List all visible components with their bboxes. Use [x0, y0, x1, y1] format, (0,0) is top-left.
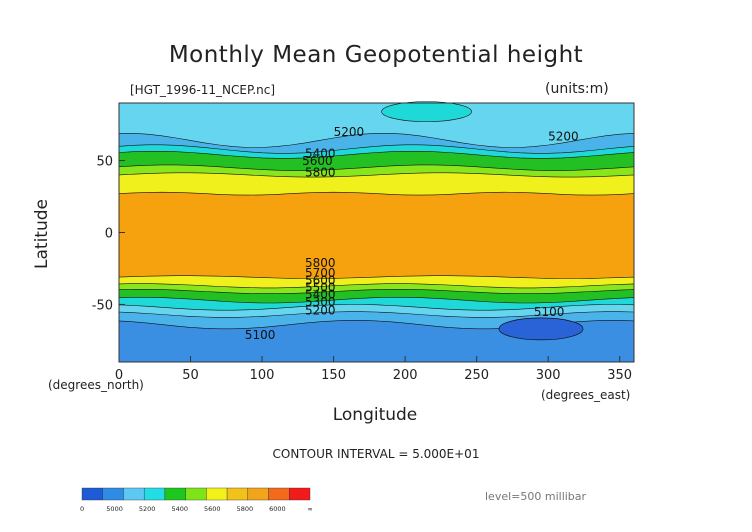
x-tick-label: 100: [250, 368, 275, 383]
x-tick-label: 250: [464, 368, 489, 383]
colorbar-label: 5600: [204, 505, 221, 513]
y-tick-label: 50: [96, 155, 113, 170]
colorbar-swatch: [81, 487, 103, 501]
y-tick-label: -50: [92, 298, 113, 313]
units-label: (units:m): [545, 81, 609, 97]
x-tick-label: 200: [393, 368, 418, 383]
x-tick-label: 350: [607, 368, 632, 383]
contour-interval: CONTOUR INTERVAL = 5.000E+01: [272, 447, 480, 461]
colorbar-swatch: [102, 487, 124, 501]
contour-label: 5400: [305, 288, 336, 302]
level-label: level=500 millibar: [485, 490, 587, 503]
contour-label: 5200: [305, 304, 336, 318]
colorbar-label: 5800: [237, 505, 254, 513]
y-tick-label: 0: [105, 227, 113, 242]
contour-label: 5600: [302, 154, 333, 168]
colorbar: 0 5000 5200 5400 5600 5800 6000 ∞: [80, 487, 313, 513]
x-axis-label: Longitude: [332, 405, 418, 425]
polar-high-region: [381, 101, 472, 122]
colorbar-swatch: [289, 487, 311, 501]
contour-label: 5600: [305, 273, 336, 287]
colorbar-swatch: [206, 487, 228, 501]
x-units-left: (degrees_north): [48, 378, 144, 392]
colorbar-swatch: [185, 487, 207, 501]
x-tick-label: 150: [321, 368, 346, 383]
colorbar-label: 6000: [269, 505, 286, 513]
colorbar-swatch: [247, 487, 269, 501]
contour-label: 5700: [305, 266, 336, 280]
file-label: [HGT_1996-11_NCEP.nc]: [130, 83, 276, 97]
colorbar-swatch: [164, 487, 186, 501]
colorbar-label: 5000: [106, 505, 123, 513]
colorbar-swatch: [123, 487, 145, 501]
contour-label: 5400: [305, 147, 336, 161]
colorbar-swatch: [143, 487, 166, 501]
colorbar-label: 0: [80, 505, 84, 513]
contour-label: 5300: [305, 295, 336, 309]
contour-label: 5100: [534, 305, 565, 319]
contour-label: 5500: [305, 280, 336, 294]
contour-label: 5800: [305, 165, 336, 179]
x-tick-label: 300: [536, 368, 561, 383]
x-tick-label: 50: [182, 368, 199, 383]
contour-label: 5800: [305, 256, 336, 270]
colorbar-label: 5200: [139, 505, 156, 513]
colorbar-label: 5400: [171, 505, 188, 513]
colorbar-swatch: [226, 487, 249, 501]
contour-label: 5200: [548, 129, 579, 143]
colorbar-label: ∞: [307, 505, 312, 513]
low-pressure-center: [498, 317, 584, 341]
colorbar-swatch: [268, 487, 290, 501]
contour-label: 5100: [245, 328, 276, 342]
x-tick-label: 0: [115, 368, 123, 383]
chart-title: Monthly Mean Geopotential height: [168, 42, 584, 68]
x-units-right: (degrees_east): [541, 388, 631, 402]
contour-label: 5200: [334, 125, 365, 139]
